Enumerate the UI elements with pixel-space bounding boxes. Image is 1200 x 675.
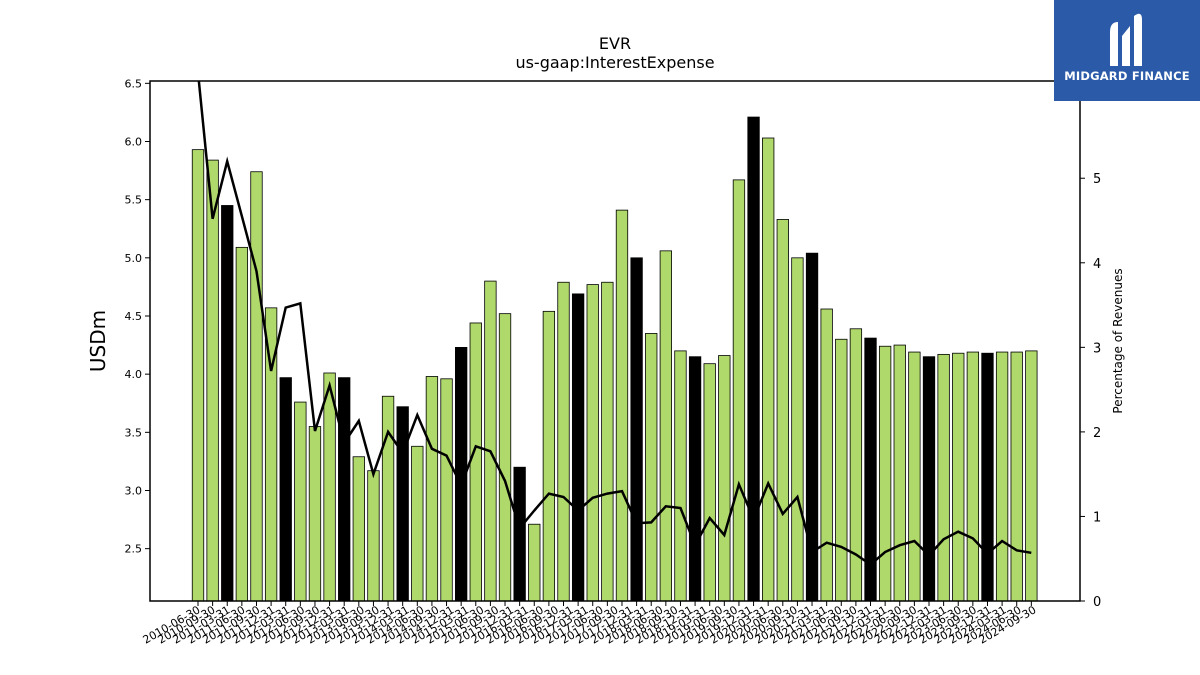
- bar: [191, 149, 205, 602]
- series-line: [197, 81, 1032, 567]
- bar: [498, 313, 512, 602]
- bar: [849, 328, 863, 602]
- y2-tick-label: 5: [1093, 172, 1101, 187]
- bar: [396, 406, 409, 602]
- y-tick-label: 3.5: [125, 426, 143, 439]
- bar: [221, 205, 234, 602]
- bar: [718, 355, 731, 602]
- bar: [981, 352, 994, 602]
- y-tick-label: 6.5: [125, 77, 143, 90]
- y-axis-label: USDm: [86, 310, 110, 372]
- bar: [484, 280, 497, 602]
- bar: [601, 281, 614, 602]
- y2-axis-label: Percentage of Revenues: [1111, 268, 1125, 413]
- axes-group: 2.53.03.54.04.55.05.56.06.50123452010-06…: [125, 77, 1102, 646]
- bar: [586, 284, 599, 602]
- bar: [630, 257, 643, 602]
- bar: [776, 219, 789, 602]
- bar: [922, 356, 936, 602]
- bar: [732, 179, 746, 602]
- bar: [659, 250, 672, 602]
- bar: [615, 209, 629, 602]
- bar: [557, 281, 570, 602]
- plot-frame: [149, 80, 1081, 602]
- bar: [323, 372, 336, 602]
- bar: [952, 352, 965, 602]
- bar: [820, 308, 833, 602]
- bar: [762, 137, 775, 602]
- bar: [1010, 351, 1023, 602]
- y-tick-label: 4.5: [125, 310, 143, 323]
- y-tick-label: 6.0: [125, 135, 143, 148]
- chart-subtitle: us-gaap:InterestExpense: [515, 53, 714, 72]
- bar: [338, 377, 351, 602]
- bar: [878, 345, 892, 602]
- y2-tick-label: 4: [1093, 257, 1101, 272]
- bar: [381, 395, 395, 602]
- bar: [571, 293, 585, 602]
- bar: [513, 466, 526, 602]
- bar: [995, 351, 1009, 602]
- bar: [528, 523, 541, 602]
- bar: [966, 351, 980, 602]
- bar: [645, 333, 658, 602]
- bar: [542, 310, 556, 602]
- y2-tick-label: 2: [1093, 426, 1101, 441]
- bar: [469, 322, 482, 602]
- logo: MIDGARD FINANCE: [1054, 0, 1200, 101]
- line-group: [197, 81, 1032, 567]
- bars-group: [191, 116, 1038, 602]
- y-tick-label: 5.5: [125, 194, 143, 207]
- bar: [791, 257, 804, 602]
- bar: [235, 246, 249, 602]
- bar: [440, 378, 453, 602]
- y-tick-label: 4.0: [125, 368, 143, 381]
- bar: [279, 377, 292, 602]
- bar: [893, 344, 906, 602]
- bar: [411, 445, 424, 602]
- chart-title: EVR: [599, 34, 631, 53]
- bar: [688, 356, 702, 602]
- bar: [908, 351, 921, 602]
- bar: [250, 171, 263, 602]
- y2-tick-label: 0: [1093, 595, 1101, 610]
- bar: [367, 470, 380, 602]
- bar: [294, 401, 307, 602]
- bar: [206, 159, 219, 602]
- y-tick-label: 3.0: [125, 484, 143, 497]
- y-tick-label: 5.0: [125, 252, 143, 265]
- y2-tick-label: 1: [1093, 510, 1101, 525]
- y2-tick-label: 3: [1093, 341, 1101, 356]
- bar: [1025, 350, 1038, 602]
- bar: [352, 456, 365, 602]
- bar: [937, 353, 950, 602]
- bar: [835, 338, 848, 602]
- bar: [747, 116, 760, 602]
- bar: [425, 376, 439, 602]
- bar: [703, 363, 716, 602]
- y-tick-label: 2.5: [125, 543, 143, 556]
- bar: [674, 350, 687, 602]
- logo-text: MIDGARD FINANCE: [1064, 69, 1190, 83]
- logo-mark-icon: [1110, 13, 1142, 66]
- bar: [308, 426, 322, 602]
